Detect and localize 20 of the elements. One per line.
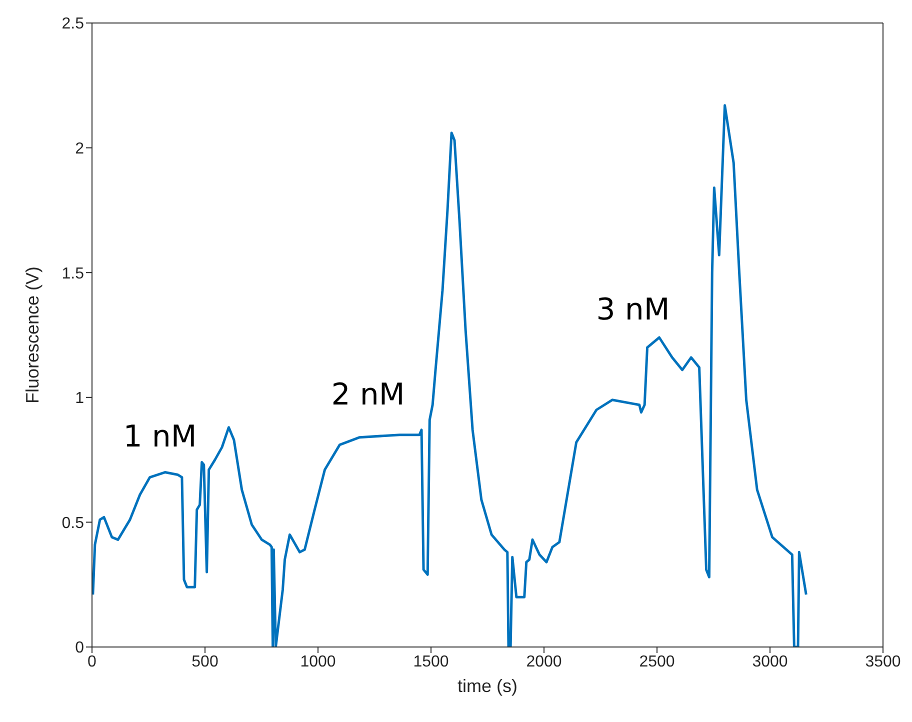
- annotation: 1 nM: [123, 420, 197, 454]
- y-tick-label: 0.5: [62, 514, 84, 532]
- annotation: 3 nM: [596, 292, 670, 328]
- y-tick-label: 2: [75, 140, 84, 158]
- x-tick-label: 3500: [865, 653, 901, 670]
- x-tick-label: 500: [192, 653, 218, 670]
- line-series: [92, 104, 808, 647]
- y-tick-label: 1.5: [62, 265, 84, 282]
- y-axis-title: Fluorescence (V): [22, 266, 42, 404]
- x-tick-label: 3000: [752, 653, 788, 670]
- x-tick-label: 2000: [526, 653, 562, 670]
- annotation: 2 nM: [331, 378, 405, 412]
- x-tick-label: 2500: [639, 653, 675, 670]
- x-tick-label: 1000: [300, 653, 336, 670]
- y-tick-label: 2.5: [62, 16, 84, 33]
- y-tick-label: 0: [75, 640, 84, 657]
- y-tick-label: 1: [75, 390, 84, 408]
- x-tick-label: 1500: [413, 653, 449, 670]
- x-axis-title: time (s): [458, 676, 518, 696]
- x-tick-label: 0: [88, 653, 97, 670]
